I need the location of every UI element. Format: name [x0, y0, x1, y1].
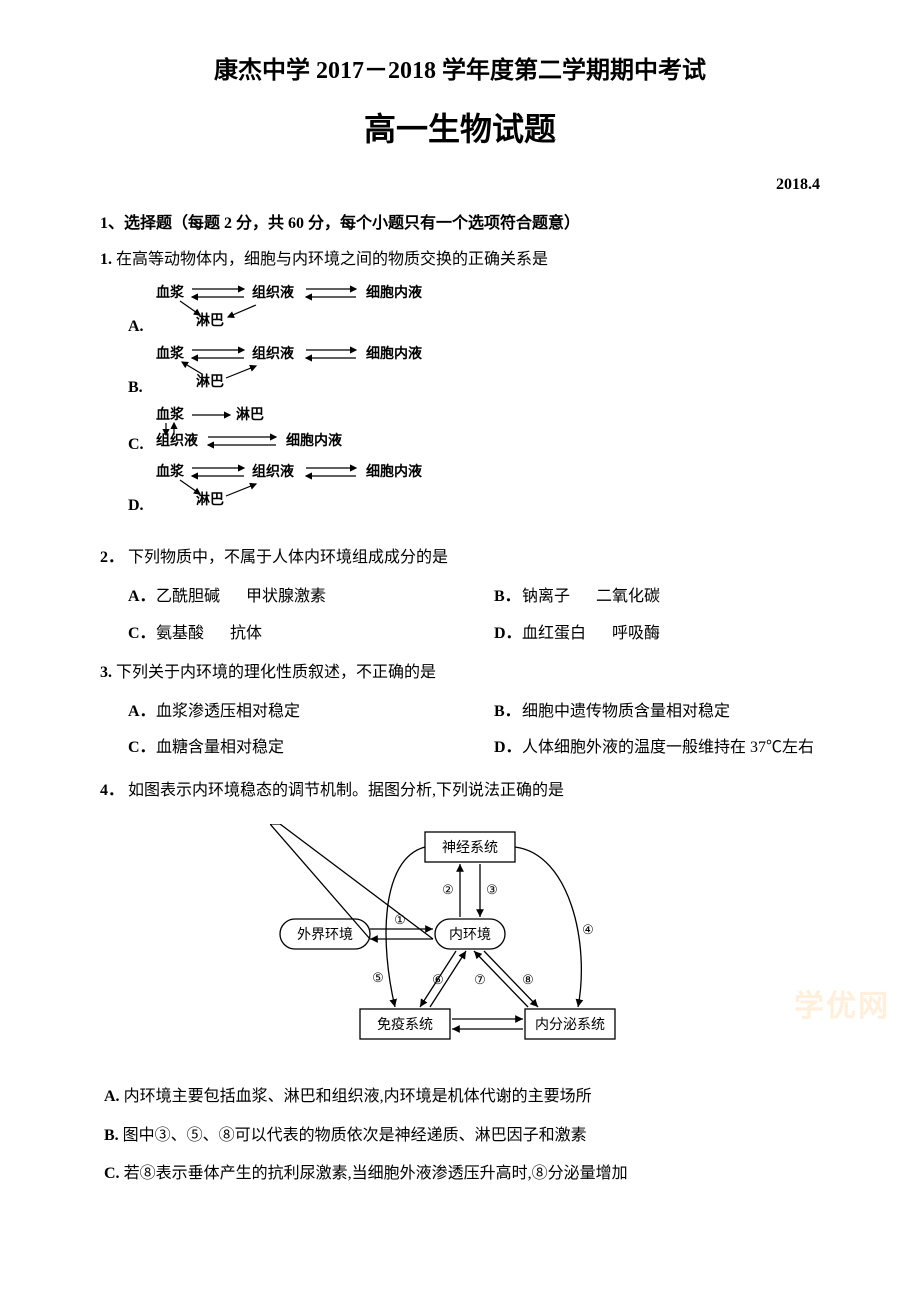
svg-text:淋巴: 淋巴	[236, 406, 264, 423]
q1-letter-a: A.	[128, 313, 156, 342]
q1-stem: 在高等动物体内，细胞与内环境之间的物质交换的正确关系是	[116, 251, 548, 268]
node-internal: 内环境	[449, 927, 491, 943]
q1-stem-line: 1. 在高等动物体内，细胞与内环境之间的物质交换的正确关系是	[100, 246, 820, 275]
q1-letter-d: D.	[128, 492, 156, 521]
q1-letter-c: C.	[128, 431, 156, 460]
svg-text:组织液: 组织液	[156, 432, 199, 449]
q1-option-c: C. 血浆 淋巴 组织液 细胞内液	[128, 405, 820, 460]
svg-text:②: ②	[442, 882, 454, 897]
q4-stem: 如图表示内环境稳态的调节机制。据图分析,下列说法正确的是	[128, 782, 564, 799]
section-heading: 1、选择题（每题 2 分，共 60 分，每个小题只有一个选项符合题意）	[100, 210, 820, 239]
q1-options: A. 血浆 组织液 细胞内液 淋巴	[128, 283, 820, 520]
q4-number: 4．	[100, 782, 124, 799]
q4-option-a: A. 内环境主要包括血浆、淋巴和组织液,内环境是机体代谢的主要场所	[104, 1083, 820, 1112]
svg-text:淋巴: 淋巴	[196, 373, 224, 390]
node-nervous: 神经系统	[442, 840, 498, 856]
node-external: 外界环境	[297, 927, 353, 943]
q3-option-c: C．血糖含量相对稳定	[128, 734, 454, 763]
q1-diagram-d: 血浆 组织液 细胞内液 淋巴	[156, 462, 466, 521]
q4-stem-line: 4． 如图表示内环境稳态的调节机制。据图分析,下列说法正确的是	[100, 777, 820, 806]
svg-text:细胞内液: 细胞内液	[366, 463, 423, 480]
q2-stem: 下列物质中，不属于人体内环境组成成分的是	[128, 549, 448, 566]
svg-text:血浆: 血浆	[156, 406, 185, 423]
q1-number: 1.	[100, 251, 112, 268]
q1-diagram-b: 血浆 组织液 细胞内液 淋巴	[156, 344, 466, 403]
q2-option-c: C． 氨基酸抗体	[128, 620, 454, 649]
q2-number: 2．	[100, 549, 124, 566]
svg-text:细胞内液: 细胞内液	[286, 432, 343, 449]
q2-option-b: B． 钠离子二氧化碳	[494, 583, 820, 612]
label-xbny: 细胞内液	[366, 284, 423, 301]
svg-text:④: ④	[582, 922, 594, 937]
q2-options: A． 乙酰胆碱甲状腺激素 B． 钠离子二氧化碳 C． 氨基酸抗体 D． 血红蛋白…	[128, 579, 820, 653]
q4-diagram: 神经系统 内环境 外界环境 免疫系统 内分泌系统	[270, 824, 650, 1065]
q3-number: 3.	[100, 664, 112, 681]
svg-text:⑤: ⑤	[372, 970, 384, 985]
label-xuejiang: 血浆	[156, 284, 185, 301]
q3-option-b: B．细胞中遗传物质含量相对稳定	[494, 698, 820, 727]
q1-option-b: B. 血浆 组织液 细胞内液 淋巴	[128, 344, 820, 403]
q3-option-d: D．人体细胞外液的温度一般维持在 37℃左右	[494, 734, 820, 763]
q1-diagram-c: 血浆 淋巴 组织液 细胞内液	[156, 405, 466, 460]
svg-text:血浆: 血浆	[156, 463, 185, 480]
q3-stem-line: 3. 下列关于内环境的理化性质叙述，不正确的是	[100, 659, 820, 688]
node-endocrine: 内分泌系统	[535, 1017, 605, 1033]
q4-option-b: B. 图中③、⑤、⑧可以代表的物质依次是神经递质、淋巴因子和激素	[104, 1122, 820, 1151]
q3-options: A．血浆渗透压相对稳定 B．细胞中遗传物质含量相对稳定 C．血糖含量相对稳定 D…	[128, 694, 820, 768]
svg-text:⑦: ⑦	[474, 972, 486, 987]
title-main: 康杰中学 2017－2018 学年度第二学期期中考试	[100, 50, 820, 93]
label-zuzhiye: 组织液	[252, 284, 295, 301]
q1-option-d: D. 血浆 组织液 细胞内液 淋巴	[128, 462, 820, 521]
watermark: 学优网	[794, 980, 890, 1034]
svg-text:细胞内液: 细胞内液	[366, 345, 423, 362]
q3-option-a: A．血浆渗透压相对稳定	[128, 698, 454, 727]
q1-letter-b: B.	[128, 374, 156, 403]
q4-option-c: C. 若⑧表示垂体产生的抗利尿激素,当细胞外液渗透压升高时,⑧分泌量增加	[104, 1160, 820, 1189]
svg-text:⑧: ⑧	[522, 972, 534, 987]
svg-text:组织液: 组织液	[252, 463, 295, 480]
q1-diagram-a: 血浆 组织液 细胞内液 淋巴	[156, 283, 466, 342]
exam-date: 2018.4	[100, 171, 820, 200]
svg-text:①: ①	[394, 912, 406, 927]
q3-stem: 下列关于内环境的理化性质叙述，不正确的是	[116, 664, 436, 681]
svg-text:血浆: 血浆	[156, 345, 185, 362]
q2-option-d: D． 血红蛋白呼吸酶	[494, 620, 820, 649]
q2-stem-line: 2． 下列物质中，不属于人体内环境组成成分的是	[100, 544, 820, 573]
svg-text:⑥: ⑥	[432, 972, 444, 987]
node-immune: 免疫系统	[377, 1017, 433, 1033]
title-sub: 高一生物试题	[100, 101, 820, 159]
svg-text:组织液: 组织液	[252, 345, 295, 362]
q1-option-a: A. 血浆 组织液 细胞内液 淋巴	[128, 283, 820, 342]
svg-text:③: ③	[486, 882, 498, 897]
q2-option-a: A． 乙酰胆碱甲状腺激素	[128, 583, 454, 612]
